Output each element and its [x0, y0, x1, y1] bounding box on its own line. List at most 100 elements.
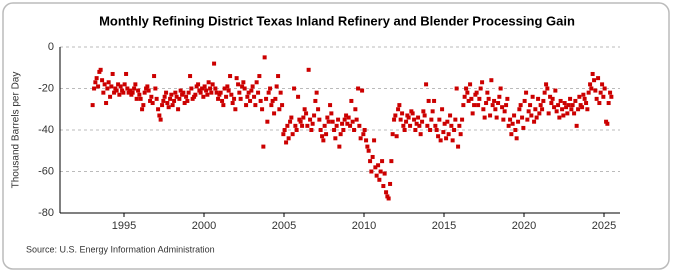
point: [552, 105, 557, 110]
point: [164, 90, 169, 95]
point: [566, 103, 571, 108]
point: [398, 117, 403, 122]
point: [92, 86, 97, 91]
point: [110, 71, 115, 76]
point: [512, 113, 517, 118]
point: [244, 103, 249, 108]
point: [410, 111, 415, 116]
point: [348, 123, 353, 128]
point: [216, 96, 221, 101]
point: [224, 94, 229, 99]
point: [457, 123, 462, 128]
point: [101, 90, 106, 95]
point: [353, 107, 358, 112]
point: [454, 86, 459, 91]
point: [136, 88, 141, 93]
point: [285, 123, 290, 128]
point: [494, 115, 499, 120]
point: [482, 115, 487, 120]
point: [93, 80, 98, 85]
point: [270, 98, 275, 103]
point: [105, 86, 110, 91]
point: [593, 88, 598, 93]
point: [426, 98, 431, 103]
point: [520, 115, 525, 120]
point: [376, 163, 381, 168]
point: [290, 132, 295, 137]
point: [122, 82, 127, 87]
point: [292, 86, 297, 91]
point: [378, 169, 383, 174]
point: [265, 119, 270, 124]
point: [193, 92, 198, 97]
point: [289, 115, 294, 120]
point: [530, 94, 535, 99]
point: [332, 128, 337, 132]
x-tick-label: 2010: [352, 220, 376, 232]
point: [233, 107, 238, 112]
y-tick-label: -40: [38, 124, 54, 136]
point: [440, 107, 445, 112]
point: [254, 80, 259, 85]
point: [240, 84, 245, 89]
point: [442, 121, 447, 126]
point: [476, 103, 481, 108]
point: [568, 96, 573, 101]
point: [406, 115, 411, 120]
point: [384, 190, 389, 195]
point: [293, 123, 298, 128]
point: [206, 80, 211, 85]
point: [534, 115, 539, 120]
point: [577, 94, 582, 99]
point: [220, 98, 225, 103]
point: [522, 98, 527, 103]
point: [180, 92, 185, 97]
point: [556, 103, 561, 108]
point: [540, 107, 545, 112]
point: [242, 86, 247, 91]
point: [369, 169, 374, 174]
point: [276, 74, 281, 79]
point: [236, 82, 241, 87]
point: [366, 148, 371, 153]
point: [149, 94, 154, 99]
point: [433, 123, 438, 128]
point: [468, 82, 473, 87]
point: [204, 88, 209, 93]
point: [492, 98, 497, 103]
point: [562, 101, 567, 106]
point: [402, 128, 407, 132]
point: [606, 101, 611, 106]
point: [256, 90, 261, 95]
point: [334, 123, 339, 128]
point: [413, 128, 418, 132]
point: [444, 136, 449, 141]
point: [450, 138, 455, 143]
point: [480, 80, 485, 85]
point: [312, 113, 317, 118]
point: [241, 80, 246, 85]
point: [116, 82, 121, 87]
point: [330, 119, 335, 124]
point: [304, 111, 309, 116]
point: [140, 107, 145, 112]
point: [416, 115, 421, 120]
point: [306, 67, 311, 72]
point: [417, 123, 422, 128]
point: [452, 128, 457, 132]
point: [448, 113, 453, 118]
point: [126, 90, 131, 95]
point: [573, 98, 578, 103]
point: [329, 111, 334, 116]
point: [584, 101, 589, 106]
point: [601, 94, 606, 99]
point: [400, 111, 405, 116]
point: [414, 121, 419, 126]
point: [253, 103, 258, 108]
x-tick-label: 2025: [592, 220, 616, 232]
point: [424, 82, 429, 87]
point: [205, 92, 210, 97]
point: [582, 96, 587, 101]
point: [222, 86, 227, 91]
point: [516, 119, 521, 124]
